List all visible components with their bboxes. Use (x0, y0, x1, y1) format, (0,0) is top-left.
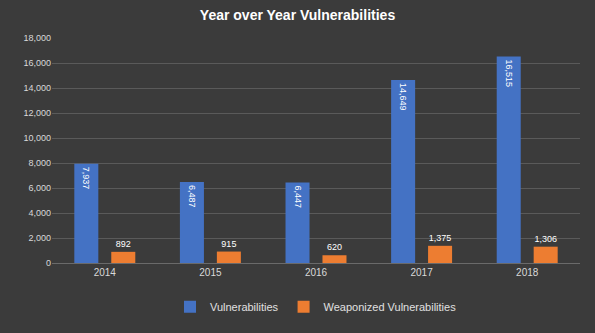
svg-text:2018: 2018 (516, 267, 539, 278)
svg-text:2014: 2014 (94, 267, 117, 278)
svg-text:620: 620 (327, 242, 342, 252)
svg-text:915: 915 (221, 239, 236, 249)
svg-text:18,000: 18,000 (23, 33, 51, 43)
svg-text:2015: 2015 (199, 267, 222, 278)
svg-text:6,487: 6,487 (187, 185, 197, 208)
svg-text:8,000: 8,000 (28, 158, 51, 168)
svg-text:4,000: 4,000 (28, 208, 51, 218)
svg-text:2017: 2017 (410, 267, 433, 278)
svg-text:16,515: 16,515 (504, 60, 514, 88)
svg-text:2016: 2016 (305, 267, 328, 278)
svg-text:Weaponized Vulnerabilities: Weaponized Vulnerabilities (324, 301, 457, 313)
svg-text:2,000: 2,000 (28, 233, 51, 243)
svg-text:6,000: 6,000 (28, 183, 51, 193)
svg-text:16,000: 16,000 (23, 58, 51, 68)
svg-text:0: 0 (46, 258, 51, 268)
svg-text:1,306: 1,306 (534, 234, 557, 244)
svg-text:892: 892 (116, 239, 131, 249)
svg-text:10,000: 10,000 (23, 133, 51, 143)
svg-text:7,937: 7,937 (81, 167, 91, 190)
svg-text:Vulnerabilities: Vulnerabilities (210, 301, 279, 313)
svg-text:14,000: 14,000 (23, 83, 51, 93)
svg-text:Year over Year Vulnerabilities: Year over Year Vulnerabilities (200, 7, 396, 23)
svg-text:1,375: 1,375 (429, 233, 452, 243)
svg-text:14,649: 14,649 (398, 83, 408, 111)
svg-text:6,447: 6,447 (293, 185, 303, 208)
svg-text:12,000: 12,000 (23, 108, 51, 118)
